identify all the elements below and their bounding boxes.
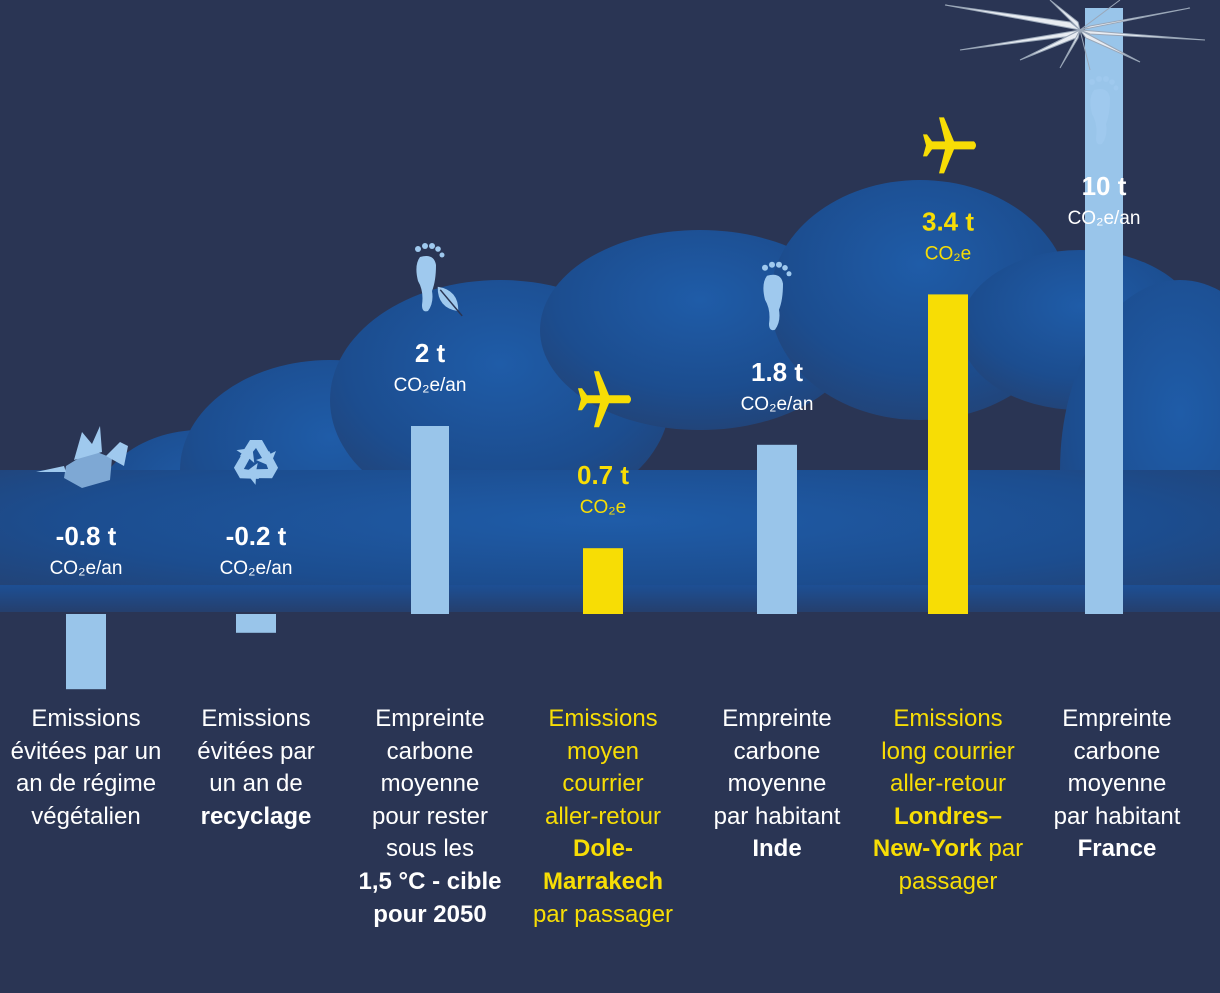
footprint-leaf-icon-target [415, 243, 463, 317]
bar-target [411, 426, 449, 614]
unit-label-india: CO₂e/an [741, 394, 814, 415]
footprint-icon-india [762, 261, 792, 331]
airplane-icon-london [923, 117, 976, 174]
bar-recycling [236, 614, 276, 633]
category-label-france: Empreinte carbone moyenne par habitant Franc… [1053, 705, 1181, 863]
value-label-london: 3.4 t [922, 206, 974, 236]
icons-layer [36, 76, 1119, 488]
category-label-dole: Emissions moyen courrier aller-retour Dole- M… [532, 705, 674, 928]
unit-label-france: CO₂e/an [1068, 208, 1141, 229]
value-label-india: 1.8 t [751, 357, 803, 387]
category-label-london: Emissions long courrier aller-retour Londre… [872, 705, 1024, 895]
unit-label-veg: CO₂e/an [50, 558, 123, 579]
category-label-veg: Emissions évitées par un an de régime végét… [10, 705, 162, 830]
bar-london [928, 294, 968, 614]
unit-label-london: CO₂e [925, 243, 971, 264]
bar-dole [583, 548, 623, 614]
unit-label-target: CO₂e/an [394, 375, 467, 396]
footprint-icon-france [1089, 76, 1119, 145]
recycle-icon-recycling [233, 440, 279, 485]
unit-label-recycling: CO₂e/an [220, 558, 293, 579]
value-label-target: 2 t [415, 338, 446, 368]
lower-background [0, 612, 1220, 993]
unit-label-dole: CO₂e [580, 497, 626, 518]
burst-icon [944, 0, 1206, 71]
bar-veg [66, 614, 106, 690]
value-label-dole: 0.7 t [577, 460, 629, 490]
value-label-veg: -0.8 t [56, 521, 117, 551]
category-label-recycling: Emissions évitées par un an de recyclage [197, 705, 315, 830]
category-label-india: Empreinte carbone moyenne par habitant Inde [713, 705, 841, 863]
vegetables-icon-veg [36, 426, 128, 488]
value-label-recycling: -0.2 t [226, 521, 287, 551]
value-labels-layer: -0.8 t CO₂e/an -0.2 t CO₂e/an 2 t CO₂e/an 0.7 … [50, 171, 1141, 579]
bar-india [757, 444, 797, 614]
category-label-target: Empreinte carbone moyenne pour rester sous l… [358, 705, 502, 928]
airplane-icon-dole [578, 371, 631, 428]
value-label-france: 10 t [1082, 171, 1127, 201]
